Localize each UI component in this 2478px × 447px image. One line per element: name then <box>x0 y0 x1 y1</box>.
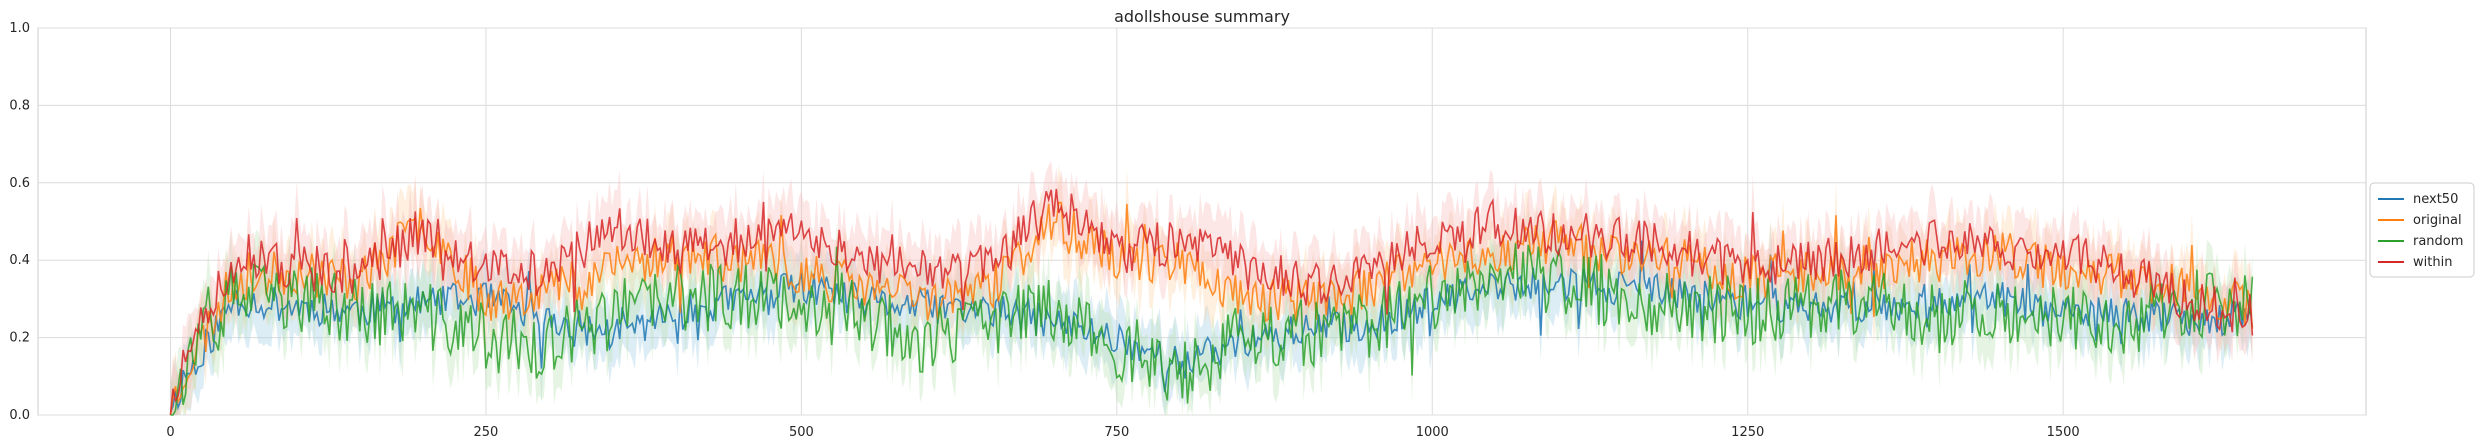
series-line-within <box>169 188 2254 415</box>
y-tick-label: 0.8 <box>9 98 30 113</box>
series-line-original <box>169 201 2254 416</box>
x-tick-label: 1250 <box>1731 425 1764 440</box>
legend-label-random: random <box>2413 234 2463 249</box>
x-tick-label: 0 <box>166 425 174 440</box>
y-tick-label: 0.0 <box>9 408 30 423</box>
y-tick-label: 0.6 <box>9 176 30 191</box>
x-tick-label: 250 <box>474 425 499 440</box>
legend-label-within: within <box>2413 255 2452 270</box>
x-tick-label: 1000 <box>1416 425 1449 440</box>
x-tick-label: 750 <box>1104 425 1129 440</box>
x-tick-label: 500 <box>789 425 814 440</box>
chart-title: adollshouse summary <box>1114 7 1290 26</box>
y-tick-label: 0.2 <box>9 331 30 346</box>
band-within <box>170 160 2253 415</box>
series-line-random <box>170 243 2254 416</box>
x-tick-label: 1500 <box>2047 425 2080 440</box>
series-lines <box>169 188 2254 416</box>
legend-label-next50: next50 <box>2413 192 2458 207</box>
legend-label-original: original <box>2413 213 2462 228</box>
y-tick-label: 0.4 <box>9 253 30 268</box>
plot-area <box>37 27 2367 416</box>
y-tick-label: 1.0 <box>9 21 30 36</box>
y-axis-ticks: 0.0 0.2 0.4 0.6 0.8 1.0 <box>9 21 30 423</box>
legend-box <box>2369 182 2475 278</box>
legend: next50 original random within <box>2369 182 2475 278</box>
grid-lines <box>38 27 2366 416</box>
x-axis-ticks: 0 250 500 750 1000 1250 1500 <box>166 425 2079 440</box>
